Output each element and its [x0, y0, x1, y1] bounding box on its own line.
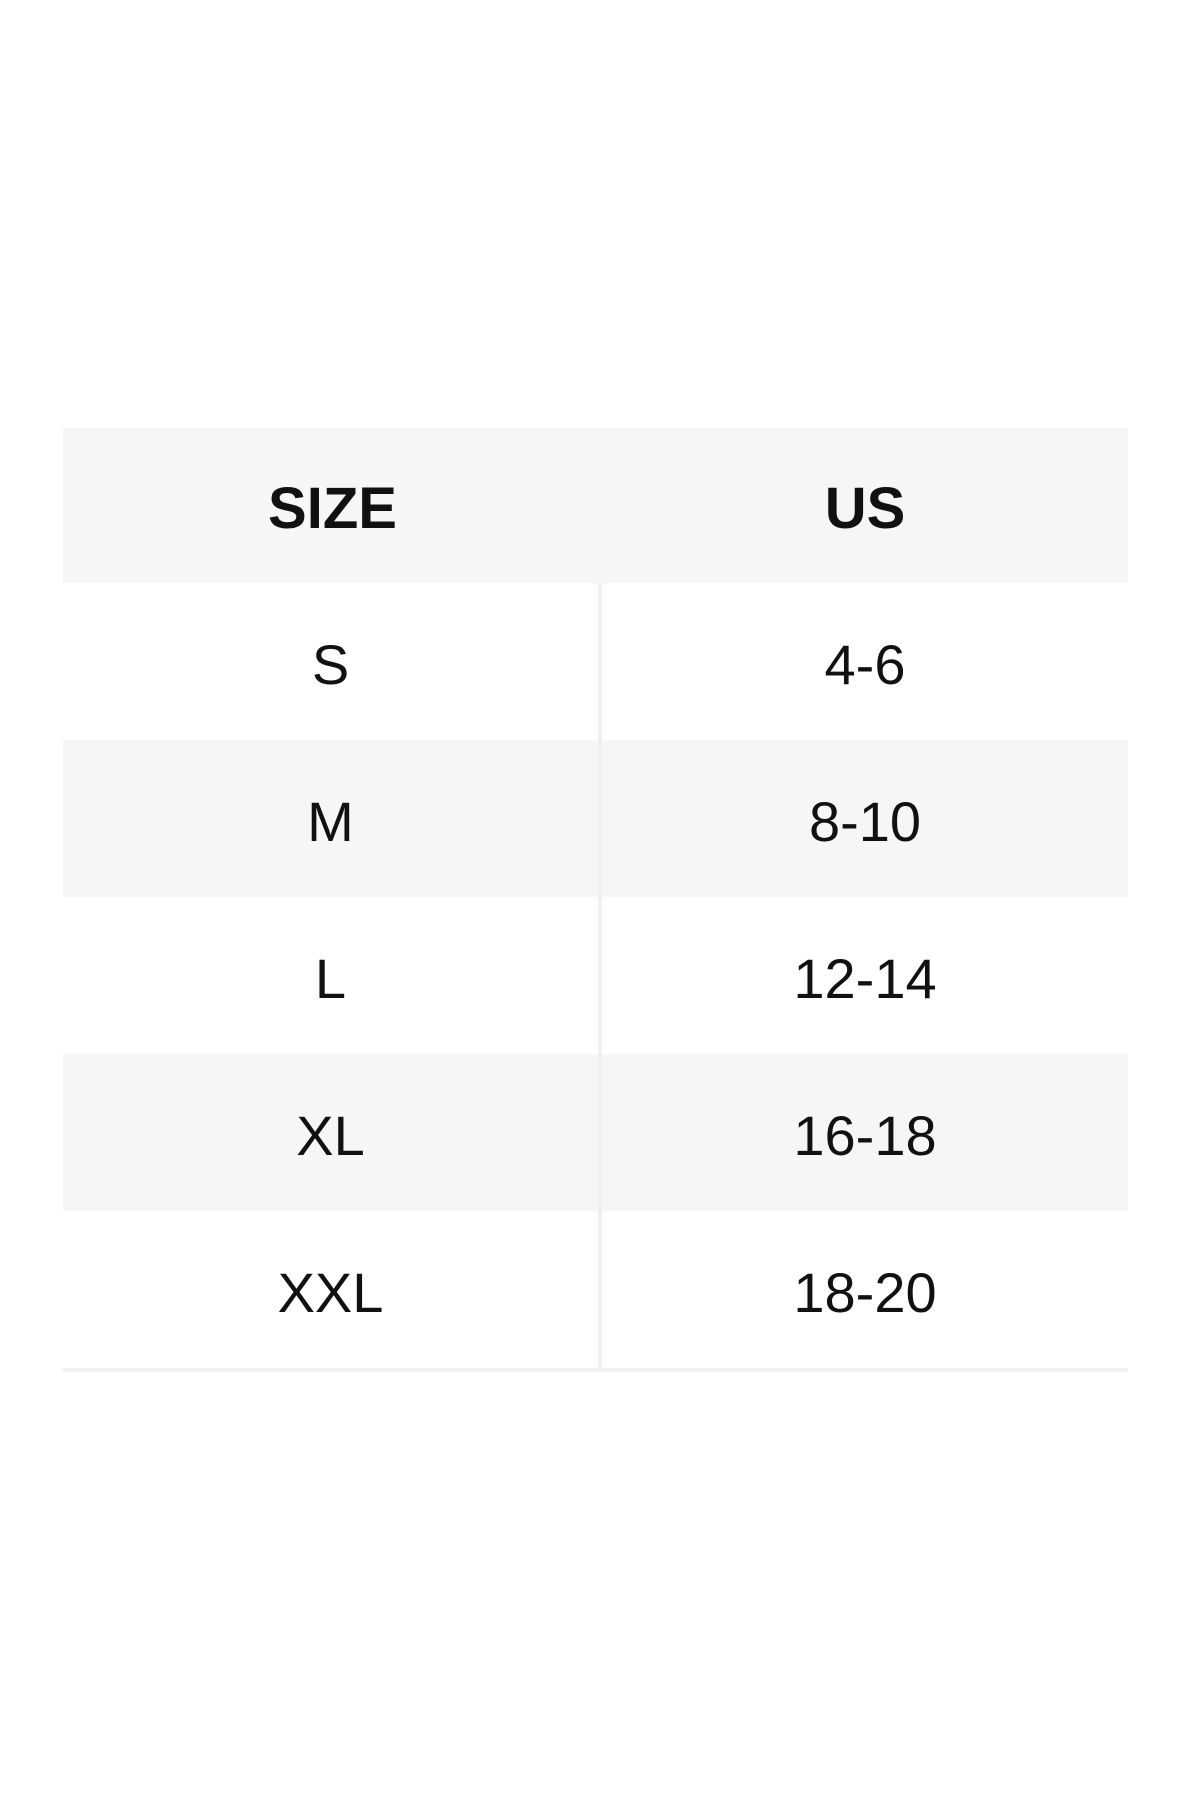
- us-value-cell: 18-20: [793, 1260, 937, 1324]
- us-value-cell: 16-18: [793, 1103, 937, 1167]
- us-value-cell: 4-6: [824, 632, 906, 696]
- size-cell: M: [63, 740, 602, 897]
- table-row: XL 16-18: [63, 1054, 1128, 1211]
- column-header-size: SIZE: [268, 475, 397, 541]
- table-row: L 12-14: [63, 897, 1128, 1054]
- size-chart-body: S 4-6 M 8-10 L 12-14 XL 16-18 XXL 18-20: [63, 583, 1128, 1368]
- table-row: M 8-10: [63, 740, 1128, 897]
- size-cell: S: [63, 583, 602, 740]
- size-cell: L: [63, 897, 602, 1054]
- us-value-cell: 12-14: [793, 946, 937, 1010]
- table-row: XXL 18-20: [63, 1211, 1128, 1368]
- us-value-cell: 8-10: [808, 789, 922, 853]
- size-cell: XL: [63, 1054, 602, 1211]
- size-chart-header-row: SIZE US: [63, 428, 1128, 583]
- size-cell: XXL: [63, 1211, 602, 1368]
- size-chart-table: SIZE US S 4-6 M 8-10 L 12-14 XL 16-18 XX…: [63, 428, 1128, 1372]
- column-header-us: US: [824, 475, 906, 541]
- table-row: S 4-6: [63, 583, 1128, 740]
